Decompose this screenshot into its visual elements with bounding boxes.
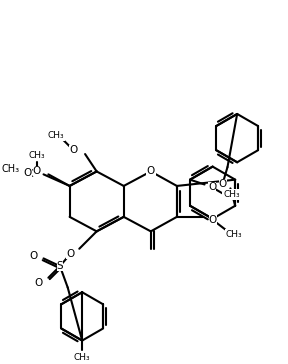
Text: S: S: [57, 261, 63, 271]
Text: O: O: [69, 145, 77, 155]
Text: O: O: [35, 278, 43, 288]
Text: O: O: [67, 249, 75, 258]
Text: CH₃: CH₃: [1, 163, 19, 174]
Text: S: S: [57, 261, 63, 271]
Text: O: O: [67, 249, 75, 258]
Text: O: O: [30, 250, 38, 261]
Text: O: O: [33, 166, 41, 177]
Text: O: O: [209, 215, 217, 225]
Text: CH₃: CH₃: [74, 353, 90, 363]
Text: O: O: [23, 169, 31, 178]
Text: O: O: [147, 166, 155, 177]
Text: O: O: [208, 182, 216, 193]
Text: CH₃: CH₃: [223, 190, 240, 199]
Text: CH₃: CH₃: [29, 151, 45, 159]
Text: CH₃: CH₃: [226, 230, 242, 239]
Text: O: O: [219, 178, 227, 189]
Text: CH₃: CH₃: [48, 131, 65, 140]
Text: O: O: [27, 169, 35, 179]
